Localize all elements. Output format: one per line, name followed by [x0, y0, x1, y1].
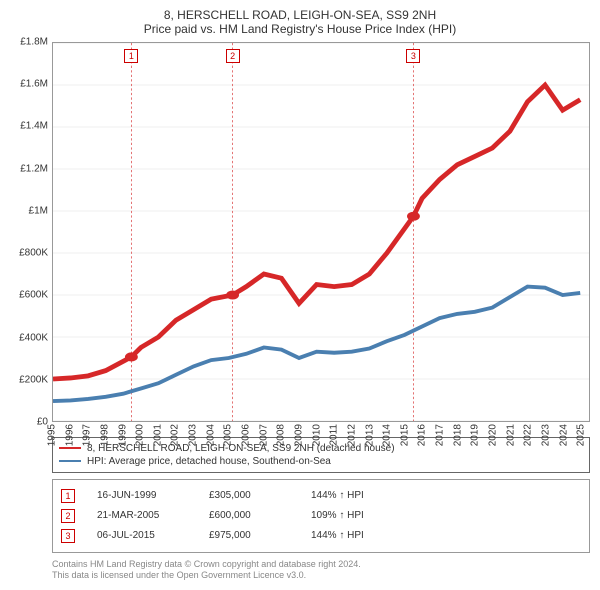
event-date: 06-JUL-2015 — [97, 530, 187, 541]
x-tick-label: 2004 — [205, 424, 216, 446]
x-tick-label: 2016 — [417, 424, 428, 446]
x-tick-label: 2014 — [382, 424, 393, 446]
y-tick-label: £800K — [19, 248, 48, 259]
x-tick-label: 1996 — [64, 424, 75, 446]
y-tick-label: £1M — [29, 205, 48, 216]
y-tick-label: £1.6M — [20, 79, 48, 90]
x-tick-label: 2018 — [452, 424, 463, 446]
x-tick-label: 2019 — [470, 424, 481, 446]
event-price: £975,000 — [209, 530, 289, 541]
chart-area: £0£200K£400K£600K£800K£1M£1.2M£1.4M£1.6M… — [10, 42, 590, 422]
x-tick-label: 2023 — [540, 424, 551, 446]
x-tick-label: 2008 — [276, 424, 287, 446]
footer-line-2: This data is licensed under the Open Gov… — [52, 570, 590, 582]
y-axis: £0£200K£400K£600K£800K£1M£1.2M£1.4M£1.6M… — [10, 42, 52, 422]
x-tick-label: 2003 — [188, 424, 199, 446]
legend-label: HPI: Average price, detached house, Sout… — [87, 456, 331, 467]
event-row: 3 06-JUL-2015 £975,000 144% ↑ HPI — [61, 526, 581, 546]
x-tick-label: 2009 — [293, 424, 304, 446]
event-date: 16-JUN-1999 — [97, 490, 187, 501]
x-tick-label: 2000 — [135, 424, 146, 446]
event-delta: 109% ↑ HPI — [311, 510, 364, 521]
event-price: £600,000 — [209, 510, 289, 521]
event-badge: 3 — [61, 529, 75, 543]
chart-title-line2: Price paid vs. HM Land Registry's House … — [10, 22, 590, 36]
legend-swatch — [59, 447, 81, 449]
x-axis: 1995199619971998199920002001200220032004… — [52, 422, 590, 433]
legend-row: HPI: Average price, detached house, Sout… — [59, 455, 583, 468]
y-tick-label: £600K — [19, 290, 48, 301]
chart-title-line1: 8, HERSCHELL ROAD, LEIGH-ON-SEA, SS9 2NH — [10, 8, 590, 22]
events-table: 1 16-JUN-1999 £305,000 144% ↑ HPI 2 21-MAR-20… — [52, 479, 590, 553]
y-tick-label: £400K — [19, 332, 48, 343]
event-marker-badge: 2 — [226, 49, 240, 63]
x-tick-label: 1998 — [99, 424, 110, 446]
x-tick-label: 2017 — [435, 424, 446, 446]
event-date: 21-MAR-2005 — [97, 510, 187, 521]
x-tick-label: 2001 — [152, 424, 163, 446]
footer-line-1: Contains HM Land Registry data © Crown c… — [52, 559, 590, 571]
y-tick-label: £1.2M — [20, 163, 48, 174]
event-badge: 2 — [61, 509, 75, 523]
x-tick-label: 2015 — [399, 424, 410, 446]
x-tick-label: 2024 — [558, 424, 569, 446]
legend-swatch — [59, 460, 81, 462]
footer-attribution: Contains HM Land Registry data © Crown c… — [52, 559, 590, 582]
x-tick-label: 2005 — [223, 424, 234, 446]
x-tick-label: 2006 — [241, 424, 252, 446]
x-tick-label: 2007 — [258, 424, 269, 446]
x-tick-label: 1995 — [47, 424, 58, 446]
event-marker-badge: 1 — [124, 49, 138, 63]
event-row: 1 16-JUN-1999 £305,000 144% ↑ HPI — [61, 486, 581, 506]
plot-svg — [53, 43, 589, 421]
y-tick-label: £1.4M — [20, 121, 48, 132]
x-tick-label: 2013 — [364, 424, 375, 446]
x-tick-label: 2022 — [523, 424, 534, 446]
x-tick-label: 1999 — [117, 424, 128, 446]
x-tick-label: 2002 — [170, 424, 181, 446]
x-tick-label: 2011 — [329, 424, 340, 446]
x-tick-label: 2010 — [311, 424, 322, 446]
x-tick-label: 2020 — [487, 424, 498, 446]
event-delta: 144% ↑ HPI — [311, 530, 364, 541]
event-price: £305,000 — [209, 490, 289, 501]
x-tick-label: 2012 — [346, 424, 357, 446]
x-tick-label: 1997 — [82, 424, 93, 446]
y-tick-label: £1.8M — [20, 37, 48, 48]
y-tick-label: £200K — [19, 374, 48, 385]
event-delta: 144% ↑ HPI — [311, 490, 364, 501]
event-marker-badge: 3 — [406, 49, 420, 63]
plot-region: 1 2 3 — [52, 42, 590, 422]
x-tick-label: 2025 — [576, 424, 587, 446]
event-row: 2 21-MAR-2005 £600,000 109% ↑ HPI — [61, 506, 581, 526]
event-badge: 1 — [61, 489, 75, 503]
x-tick-label: 2021 — [505, 424, 516, 446]
